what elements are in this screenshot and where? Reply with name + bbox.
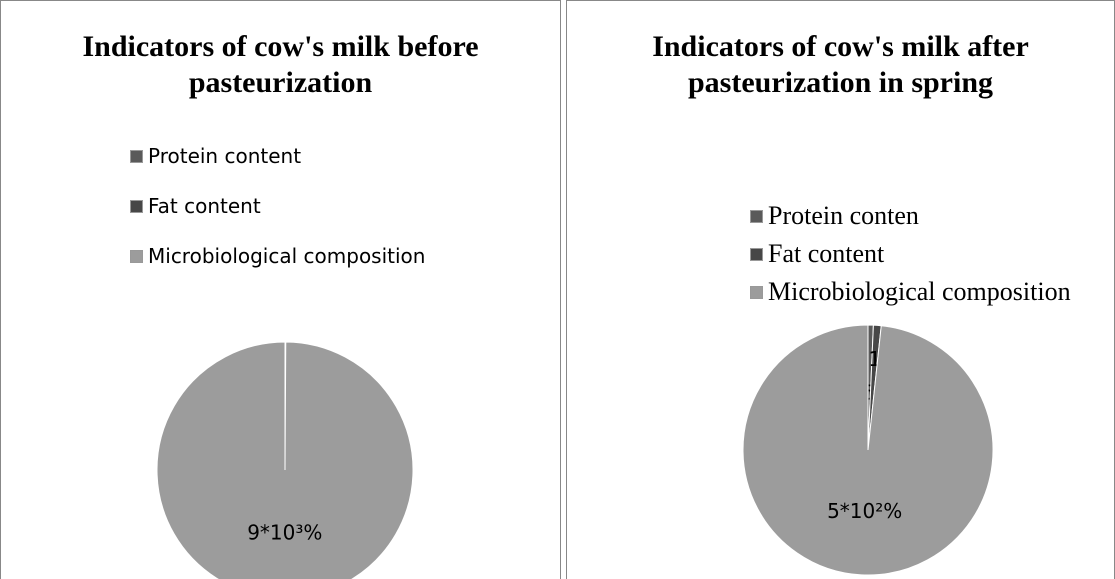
legend: Protein content Fat content Microbiologica… — [130, 131, 425, 281]
legend-item: Protein content — [130, 131, 425, 181]
legend-item: Microbiological composition — [130, 231, 425, 281]
legend-label: Microbiological composition — [768, 277, 1071, 306]
legend-swatch — [130, 149, 143, 163]
chart-title: Indicators of cow's milk after pasteuriz… — [652, 30, 1029, 99]
legend-item: Fat content — [130, 181, 425, 231]
pie-slice — [156, 341, 414, 579]
chart-panel: Indicators of cow's milk after pasteuriz… — [566, 0, 1115, 579]
legend: Protein conten Fat content Microbiological… — [750, 197, 1071, 311]
legend-item: Protein conten — [750, 197, 1071, 235]
legend-item: Microbiological composition — [750, 273, 1071, 311]
legend-swatch — [750, 247, 763, 261]
legend-label: Fat content — [768, 239, 885, 268]
legend-swatch — [130, 249, 143, 263]
legend-item: Fat content — [750, 235, 1071, 273]
legend-label: Fat content — [148, 194, 261, 218]
data-label: 9*10³% — [247, 520, 322, 544]
legend-swatch — [130, 199, 143, 213]
legend-swatch — [750, 285, 763, 299]
data-label: 5*10²% — [827, 499, 902, 523]
chart-panel: Indicators of cow's milk before pasteuri… — [0, 0, 561, 579]
legend-label: Protein conten — [768, 201, 919, 230]
pie-slice — [742, 324, 994, 576]
legend-label: Protein content — [148, 144, 302, 168]
legend-label: Microbiological composition — [148, 244, 426, 268]
legend-swatch — [750, 209, 763, 223]
chart-title: Indicators of cow's milk before pasteuri… — [82, 30, 479, 99]
